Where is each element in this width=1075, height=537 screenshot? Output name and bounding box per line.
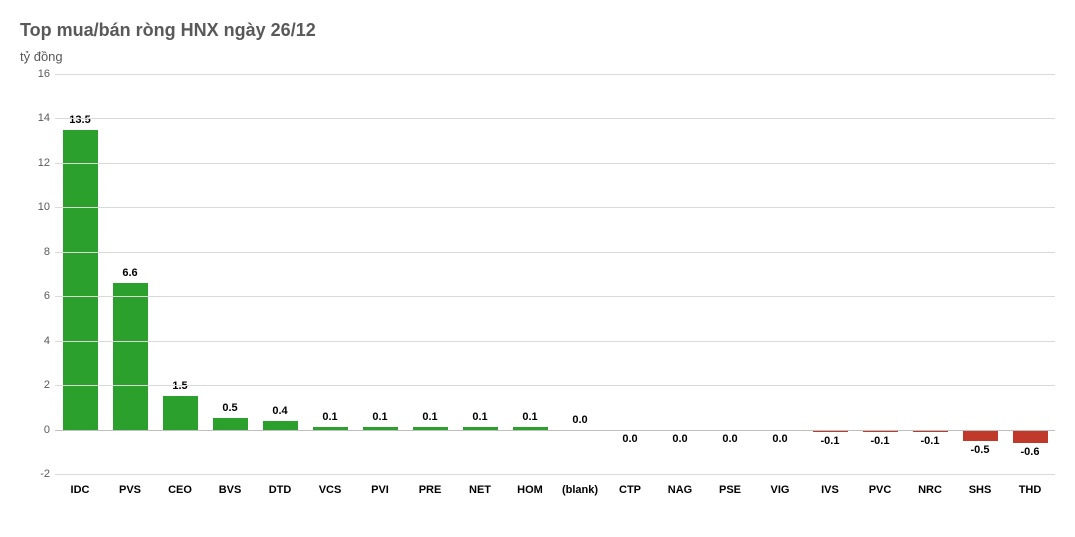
x-category-label: VCS xyxy=(305,484,355,496)
gridline xyxy=(55,296,1055,297)
gridline xyxy=(55,252,1055,253)
bar-slot: 6.6PVS xyxy=(105,74,155,474)
x-category-label: PVC xyxy=(855,484,905,496)
bar-value-label: 1.5 xyxy=(155,380,205,392)
bar-value-label: 0.1 xyxy=(355,411,405,423)
x-category-label: NET xyxy=(455,484,505,496)
y-tick-label: 12 xyxy=(38,157,50,169)
bar-value-label: 0.1 xyxy=(405,411,455,423)
gridline xyxy=(55,207,1055,208)
y-axis: -20246810121416 xyxy=(25,74,55,474)
chart-title: Top mua/bán ròng HNX ngày 26/12 xyxy=(20,20,1055,41)
bar xyxy=(163,396,198,429)
bar-value-label: 0.1 xyxy=(455,411,505,423)
bar-value-label: 0.1 xyxy=(305,411,355,423)
gridline xyxy=(55,118,1055,119)
x-category-label: HOM xyxy=(505,484,555,496)
x-category-label: PVI xyxy=(355,484,405,496)
bar-value-label: 0.0 xyxy=(605,433,655,445)
x-category-label: DTD xyxy=(255,484,305,496)
bar-slot: 0.0CTP xyxy=(605,74,655,474)
gridline xyxy=(55,163,1055,164)
y-tick-label: 4 xyxy=(44,335,50,347)
bar-value-label: 0.1 xyxy=(505,411,555,423)
bar-value-label: 13.5 xyxy=(55,114,105,126)
x-category-label: IVS xyxy=(805,484,855,496)
bar-slot: 0.0PSE xyxy=(705,74,755,474)
x-category-label: BVS xyxy=(205,484,255,496)
x-category-label: PRE xyxy=(405,484,455,496)
bar-value-label: 6.6 xyxy=(105,267,155,279)
y-tick-label: 0 xyxy=(44,424,50,436)
bar-value-label: -0.6 xyxy=(1005,446,1055,458)
x-category-label: SHS xyxy=(955,484,1005,496)
bar-slot: 0.1PRE xyxy=(405,74,455,474)
bar-slot: 0.1HOM xyxy=(505,74,555,474)
bar-slot: -0.6THD xyxy=(1005,74,1055,474)
x-category-label: VIG xyxy=(755,484,805,496)
bar-value-label: -0.5 xyxy=(955,444,1005,456)
y-tick-label: 2 xyxy=(44,379,50,391)
bar-slot: 1.5CEO xyxy=(155,74,205,474)
bar-value-label: -0.1 xyxy=(855,435,905,447)
bar-value-label: 0.0 xyxy=(755,433,805,445)
bar-value-label: 0.0 xyxy=(555,414,605,426)
bar-slot: -0.1IVS xyxy=(805,74,855,474)
x-category-label: THD xyxy=(1005,484,1055,496)
chart-subtitle: tỷ đồng xyxy=(20,49,1055,64)
x-category-label: CTP xyxy=(605,484,655,496)
x-category-label: (blank) xyxy=(555,484,605,496)
y-tick-label: 16 xyxy=(38,68,50,80)
bar-slot: -0.1NRC xyxy=(905,74,955,474)
bar-slot: 0.4DTD xyxy=(255,74,305,474)
gridline xyxy=(55,474,1055,475)
y-tick-label: -2 xyxy=(40,468,50,480)
x-category-label: PSE xyxy=(705,484,755,496)
bars-area: 13.5IDC6.6PVS1.5CEO0.5BVS0.4DTD0.1VCS0.1… xyxy=(55,74,1055,474)
bar-value-label: 0.5 xyxy=(205,402,255,414)
bar-slot: -0.5SHS xyxy=(955,74,1005,474)
bar-slot: 0.1NET xyxy=(455,74,505,474)
bar-slot: 0.1PVI xyxy=(355,74,405,474)
bar xyxy=(113,283,148,430)
y-tick-label: 10 xyxy=(38,201,50,213)
bar-slot: 13.5IDC xyxy=(55,74,105,474)
y-tick-label: 14 xyxy=(38,112,50,124)
x-category-label: NAG xyxy=(655,484,705,496)
bar-slot: 0.0NAG xyxy=(655,74,705,474)
y-tick-label: 6 xyxy=(44,290,50,302)
x-category-label: IDC xyxy=(55,484,105,496)
bar xyxy=(213,418,248,429)
bar-slot: 0.0VIG xyxy=(755,74,805,474)
bar-value-label: -0.1 xyxy=(805,435,855,447)
bar xyxy=(963,430,998,441)
bar xyxy=(263,421,298,430)
y-tick-label: 8 xyxy=(44,246,50,258)
bar-value-label: 0.4 xyxy=(255,405,305,417)
gridline xyxy=(55,341,1055,342)
bar-slot: -0.1PVC xyxy=(855,74,905,474)
bar-value-label: 0.0 xyxy=(705,433,755,445)
gridline xyxy=(55,74,1055,75)
plot-area: -20246810121416 13.5IDC6.6PVS1.5CEO0.5BV… xyxy=(55,74,1055,474)
chart-container: Top mua/bán ròng HNX ngày 26/12 tỷ đồng … xyxy=(20,20,1055,517)
gridline xyxy=(55,385,1055,386)
x-category-label: NRC xyxy=(905,484,955,496)
x-category-label: CEO xyxy=(155,484,205,496)
gridline xyxy=(55,430,1055,431)
bar-value-label: 0.0 xyxy=(655,433,705,445)
bar-value-label: -0.1 xyxy=(905,435,955,447)
bar xyxy=(1013,430,1048,443)
bar-slot: 0.0(blank) xyxy=(555,74,605,474)
bar-slot: 0.5BVS xyxy=(205,74,255,474)
bar-slot: 0.1VCS xyxy=(305,74,355,474)
x-category-label: PVS xyxy=(105,484,155,496)
